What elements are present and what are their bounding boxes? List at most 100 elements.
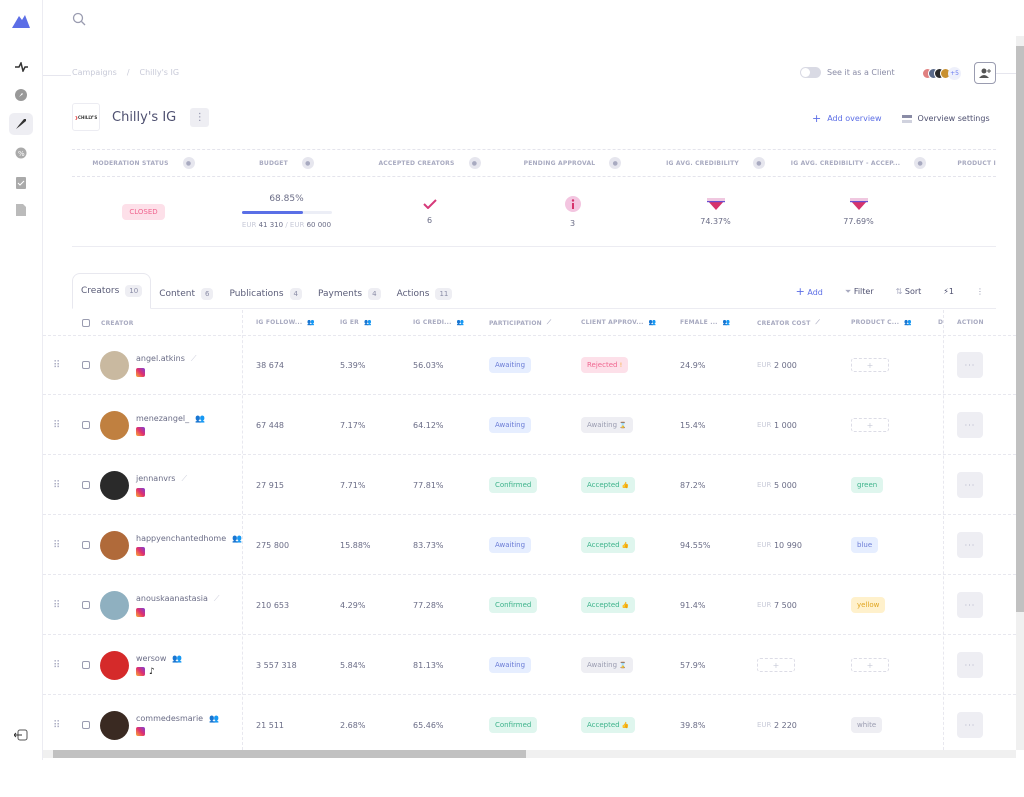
instagram-icon[interactable] <box>136 607 145 617</box>
toggle-switch[interactable] <box>800 67 821 78</box>
client-approval-badge[interactable]: Awaiting ⌛ <box>581 657 633 673</box>
participation-badge[interactable]: Awaiting <box>489 417 532 433</box>
logout-icon[interactable] <box>14 729 28 741</box>
creator-name[interactable]: wersow <box>136 653 167 663</box>
avatar[interactable] <box>100 470 129 500</box>
participation-badge[interactable]: Confirmed <box>489 717 538 733</box>
tiktok-icon[interactable]: ♪ <box>149 666 155 677</box>
add-product-button[interactable]: + <box>851 358 889 372</box>
sidebar-item-campaigns[interactable] <box>9 113 33 135</box>
avatar[interactable] <box>100 710 129 740</box>
row-checkbox[interactable] <box>82 361 90 369</box>
table-row[interactable]: ⠿ happyenchantedhome 👥 275 800 15.88% 83.… <box>43 515 1016 575</box>
creator-name[interactable]: jennanvrs <box>136 474 176 483</box>
creator-name[interactable]: commedesmarie <box>136 714 204 723</box>
table-row[interactable]: ⠿ jennanvrs ⟋ 27 915 7.71% 77.81% Confirm… <box>43 455 1016 515</box>
vertical-scrollbar[interactable] <box>1016 36 1024 750</box>
product-color-badge[interactable]: yellow <box>851 597 886 613</box>
column-header[interactable]: FEMALE ... 👥 <box>680 319 731 326</box>
product-color-badge[interactable]: white <box>851 717 883 733</box>
row-actions-button[interactable]: ··· <box>957 592 983 618</box>
sort-button[interactable]: ⇅ Sort <box>895 287 922 296</box>
row-actions-button[interactable]: ··· <box>957 532 983 558</box>
creator-cost[interactable]: 2 000 <box>773 360 797 370</box>
client-approval-badge[interactable]: Awaiting ⌛ <box>581 417 633 433</box>
avatar[interactable] <box>100 590 129 620</box>
add-button[interactable]: + Add <box>795 285 823 298</box>
instagram-icon[interactable] <box>136 727 145 736</box>
add-product-button[interactable]: + <box>851 658 889 672</box>
product-color-badge[interactable]: blue <box>851 537 879 553</box>
row-checkbox[interactable] <box>82 721 90 729</box>
instagram-icon[interactable] <box>136 487 145 497</box>
add-product-button[interactable]: + <box>851 418 889 432</box>
drag-handle-icon[interactable]: ⠿ <box>53 599 61 611</box>
client-approval-badge[interactable]: Accepted 👍 <box>581 597 636 613</box>
drag-handle-icon[interactable]: ⠿ <box>53 659 61 671</box>
column-header[interactable]: PARTICIPATION ⟋ <box>489 319 552 327</box>
avatar[interactable] <box>100 650 129 680</box>
participation-badge[interactable]: Confirmed <box>489 597 538 613</box>
column-header[interactable]: CLIENT APPROV... 👥 <box>581 319 657 326</box>
row-actions-button[interactable]: ··· <box>957 412 983 438</box>
drag-handle-icon[interactable]: ⠿ <box>53 479 61 491</box>
column-header[interactable]: D <box>938 319 944 326</box>
breadcrumb-campaigns[interactable]: Campaigns <box>72 68 117 77</box>
client-approval-badge[interactable]: Accepted 👍 <box>581 717 636 733</box>
drag-handle-icon[interactable]: ⠿ <box>53 719 61 731</box>
avatar[interactable] <box>100 350 129 380</box>
add-member-button[interactable] <box>974 62 996 84</box>
creator-cost[interactable]: 10 990 <box>773 540 802 550</box>
creator-name[interactable]: anouskaanastasia <box>136 594 208 603</box>
campaign-menu-button[interactable]: ⋮ <box>190 107 210 127</box>
participation-badge[interactable]: Awaiting <box>489 537 532 553</box>
creator-name[interactable]: menezangel_ <box>136 414 190 423</box>
creator-name[interactable]: happyenchantedhome <box>136 534 227 543</box>
sidebar-item-tasks[interactable] <box>9 171 33 193</box>
more-options-button[interactable]: ⋮ <box>976 287 984 296</box>
app-logo-icon[interactable] <box>10 12 32 30</box>
column-header[interactable]: IG ER 👥 <box>340 319 372 326</box>
tab-creators[interactable]: Creators 10 <box>72 273 152 309</box>
creator-name[interactable]: angel.atkins <box>136 354 185 363</box>
row-actions-button[interactable]: ··· <box>957 712 983 738</box>
table-row[interactable]: ⠿ angel.atkins ⟋ 38 674 5.39% 56.03% Awai… <box>43 335 1016 395</box>
client-approval-badge[interactable]: Rejected ! <box>581 357 629 373</box>
column-header[interactable]: PRODUCT C... 👥 <box>851 319 912 326</box>
tab-payments[interactable]: Payments 4 <box>310 280 389 308</box>
row-actions-button[interactable]: ··· <box>957 472 983 498</box>
creator-cost[interactable]: 7 500 <box>773 600 797 610</box>
instagram-icon[interactable] <box>136 547 145 556</box>
tab-actions[interactable]: Actions 11 <box>389 280 461 308</box>
team-avatars[interactable]: +5 <box>922 67 961 80</box>
sidebar-item-discounts[interactable]: % <box>9 142 33 164</box>
column-header[interactable]: IG FOLLOW... 👥 <box>256 319 316 326</box>
participation-badge[interactable]: Awaiting <box>489 357 532 373</box>
tab-publications[interactable]: Publications 4 <box>221 280 310 308</box>
add-overview-button[interactable]: + Add overview <box>812 112 882 125</box>
instagram-icon[interactable] <box>136 667 145 676</box>
sidebar-item-documents[interactable] <box>9 199 33 221</box>
instagram-icon[interactable] <box>136 367 145 377</box>
overview-settings-button[interactable]: Overview settings <box>901 112 990 125</box>
row-checkbox[interactable] <box>82 601 90 609</box>
tab-content[interactable]: Content 6 <box>151 280 221 308</box>
horizontal-scrollbar[interactable] <box>43 750 1016 758</box>
add-cost-button[interactable]: + <box>757 658 795 672</box>
client-approval-badge[interactable]: Accepted 👍 <box>581 537 636 553</box>
avatar[interactable] <box>100 410 129 440</box>
search-icon[interactable] <box>72 12 86 26</box>
sidebar-item-discover[interactable] <box>9 84 33 106</box>
row-checkbox[interactable] <box>82 421 90 429</box>
column-header[interactable]: IG CREDI... 👥 <box>413 319 465 326</box>
instagram-icon[interactable] <box>136 427 145 436</box>
drag-handle-icon[interactable]: ⠿ <box>53 539 61 551</box>
row-actions-button[interactable]: ··· <box>957 352 983 378</box>
table-row[interactable]: ⠿ wersow 👥 ♪ 3 557 318 5.84% 81.13% Await… <box>43 635 1016 695</box>
column-header[interactable]: CREATOR COST ⟋ <box>757 319 820 327</box>
creator-cost[interactable]: 1 000 <box>773 420 797 430</box>
row-actions-button[interactable]: ··· <box>957 652 983 678</box>
automation-button[interactable]: ⚡1 <box>943 287 954 296</box>
table-row[interactable]: ⠿ commedesmarie 👥 21 511 2.68% 65.46% Con… <box>43 695 1016 750</box>
product-color-badge[interactable]: green <box>851 477 884 493</box>
